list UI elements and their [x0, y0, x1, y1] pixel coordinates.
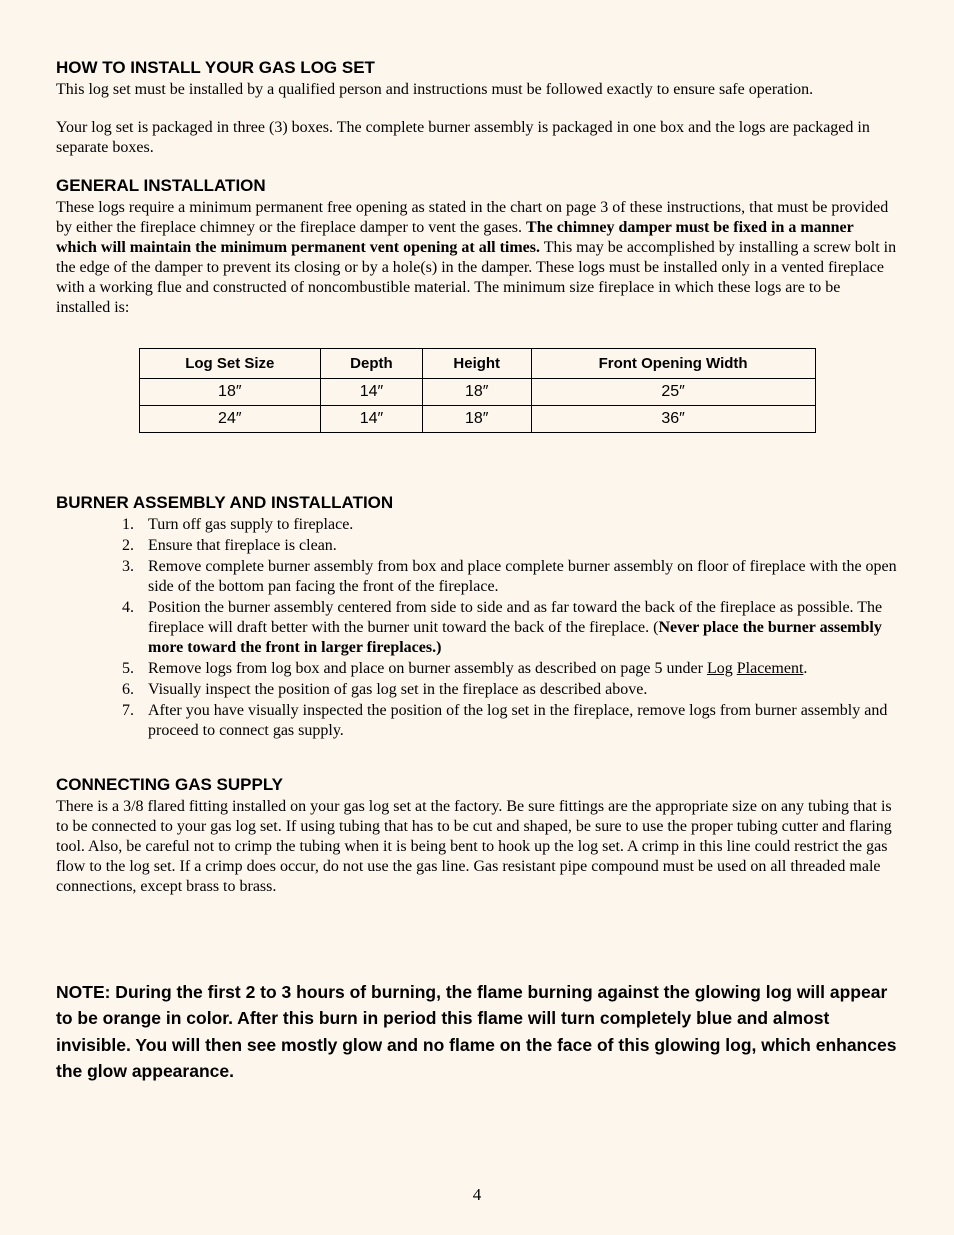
list-item: 1. Turn off gas supply to fireplace.	[122, 515, 898, 535]
td-width: 36″	[531, 406, 815, 433]
th-front-opening-width: Front Opening Width	[531, 349, 815, 379]
step5-post: .	[803, 660, 807, 677]
td-depth: 14″	[321, 379, 423, 406]
page-number: 4	[0, 1185, 954, 1205]
td-height: 18″	[422, 379, 531, 406]
step-number: 1.	[122, 515, 134, 535]
step-text: Visually inspect the position of gas log…	[148, 681, 647, 698]
heading-general-installation: GENERAL INSTALLATION	[56, 176, 898, 196]
td-depth: 14″	[321, 406, 423, 433]
td-size: 18″	[139, 379, 321, 406]
td-size: 24″	[139, 406, 321, 433]
burner-steps-list: 1. Turn off gas supply to fireplace. 2. En…	[56, 515, 898, 741]
para-how-to-install-1: This log set must be installed by a qual…	[56, 80, 898, 100]
th-depth: Depth	[321, 349, 423, 379]
td-width: 25″	[531, 379, 815, 406]
fireplace-size-table: Log Set Size Depth Height Front Opening …	[139, 348, 816, 433]
list-item: 6. Visually inspect the position of gas l…	[122, 680, 898, 700]
step-number: 5.	[122, 659, 134, 679]
step5-log: Log	[707, 660, 733, 677]
step5-pre: Remove logs from log box and place on bu…	[148, 660, 707, 677]
step-number: 4.	[122, 598, 134, 618]
td-height: 18″	[422, 406, 531, 433]
step-text: After you have visually inspected the po…	[148, 702, 887, 739]
heading-connecting-gas: CONNECTING GAS SUPPLY	[56, 775, 898, 795]
burn-in-note: NOTE: During the first 2 to 3 hours of b…	[56, 979, 898, 1084]
table-header-row: Log Set Size Depth Height Front Opening …	[139, 349, 815, 379]
step5-placement: Placement	[737, 660, 804, 677]
table-row: 18″ 14″ 18″ 25″	[139, 379, 815, 406]
list-item: 5. Remove logs from log box and place on …	[122, 659, 898, 679]
para-connecting-gas: There is a 3/8 flared fitting installed …	[56, 797, 898, 897]
list-item: 2. Ensure that fireplace is clean.	[122, 536, 898, 556]
step-number: 6.	[122, 680, 134, 700]
th-height: Height	[422, 349, 531, 379]
step-number: 7.	[122, 701, 134, 721]
para-general-installation: These logs require a minimum permanent f…	[56, 198, 898, 318]
step-number: 2.	[122, 536, 134, 556]
step-text: Ensure that fireplace is clean.	[148, 537, 337, 554]
list-item: 4.Position the burner assembly centered …	[122, 598, 898, 658]
table-row: 24″ 14″ 18″ 36″	[139, 406, 815, 433]
list-item: 3. Remove complete burner assembly from b…	[122, 557, 898, 597]
heading-how-to-install: HOW TO INSTALL YOUR GAS LOG SET	[56, 58, 898, 78]
step-text: Remove complete burner assembly from box…	[148, 558, 897, 595]
para-how-to-install-2: Your log set is packaged in three (3) bo…	[56, 118, 898, 158]
list-item: 7. After you have visually inspected the …	[122, 701, 898, 741]
heading-burner-assembly: BURNER ASSEMBLY AND INSTALLATION	[56, 493, 898, 513]
th-log-set-size: Log Set Size	[139, 349, 321, 379]
step-text: Turn off gas supply to fireplace.	[148, 516, 353, 533]
step-number: 3.	[122, 557, 134, 577]
